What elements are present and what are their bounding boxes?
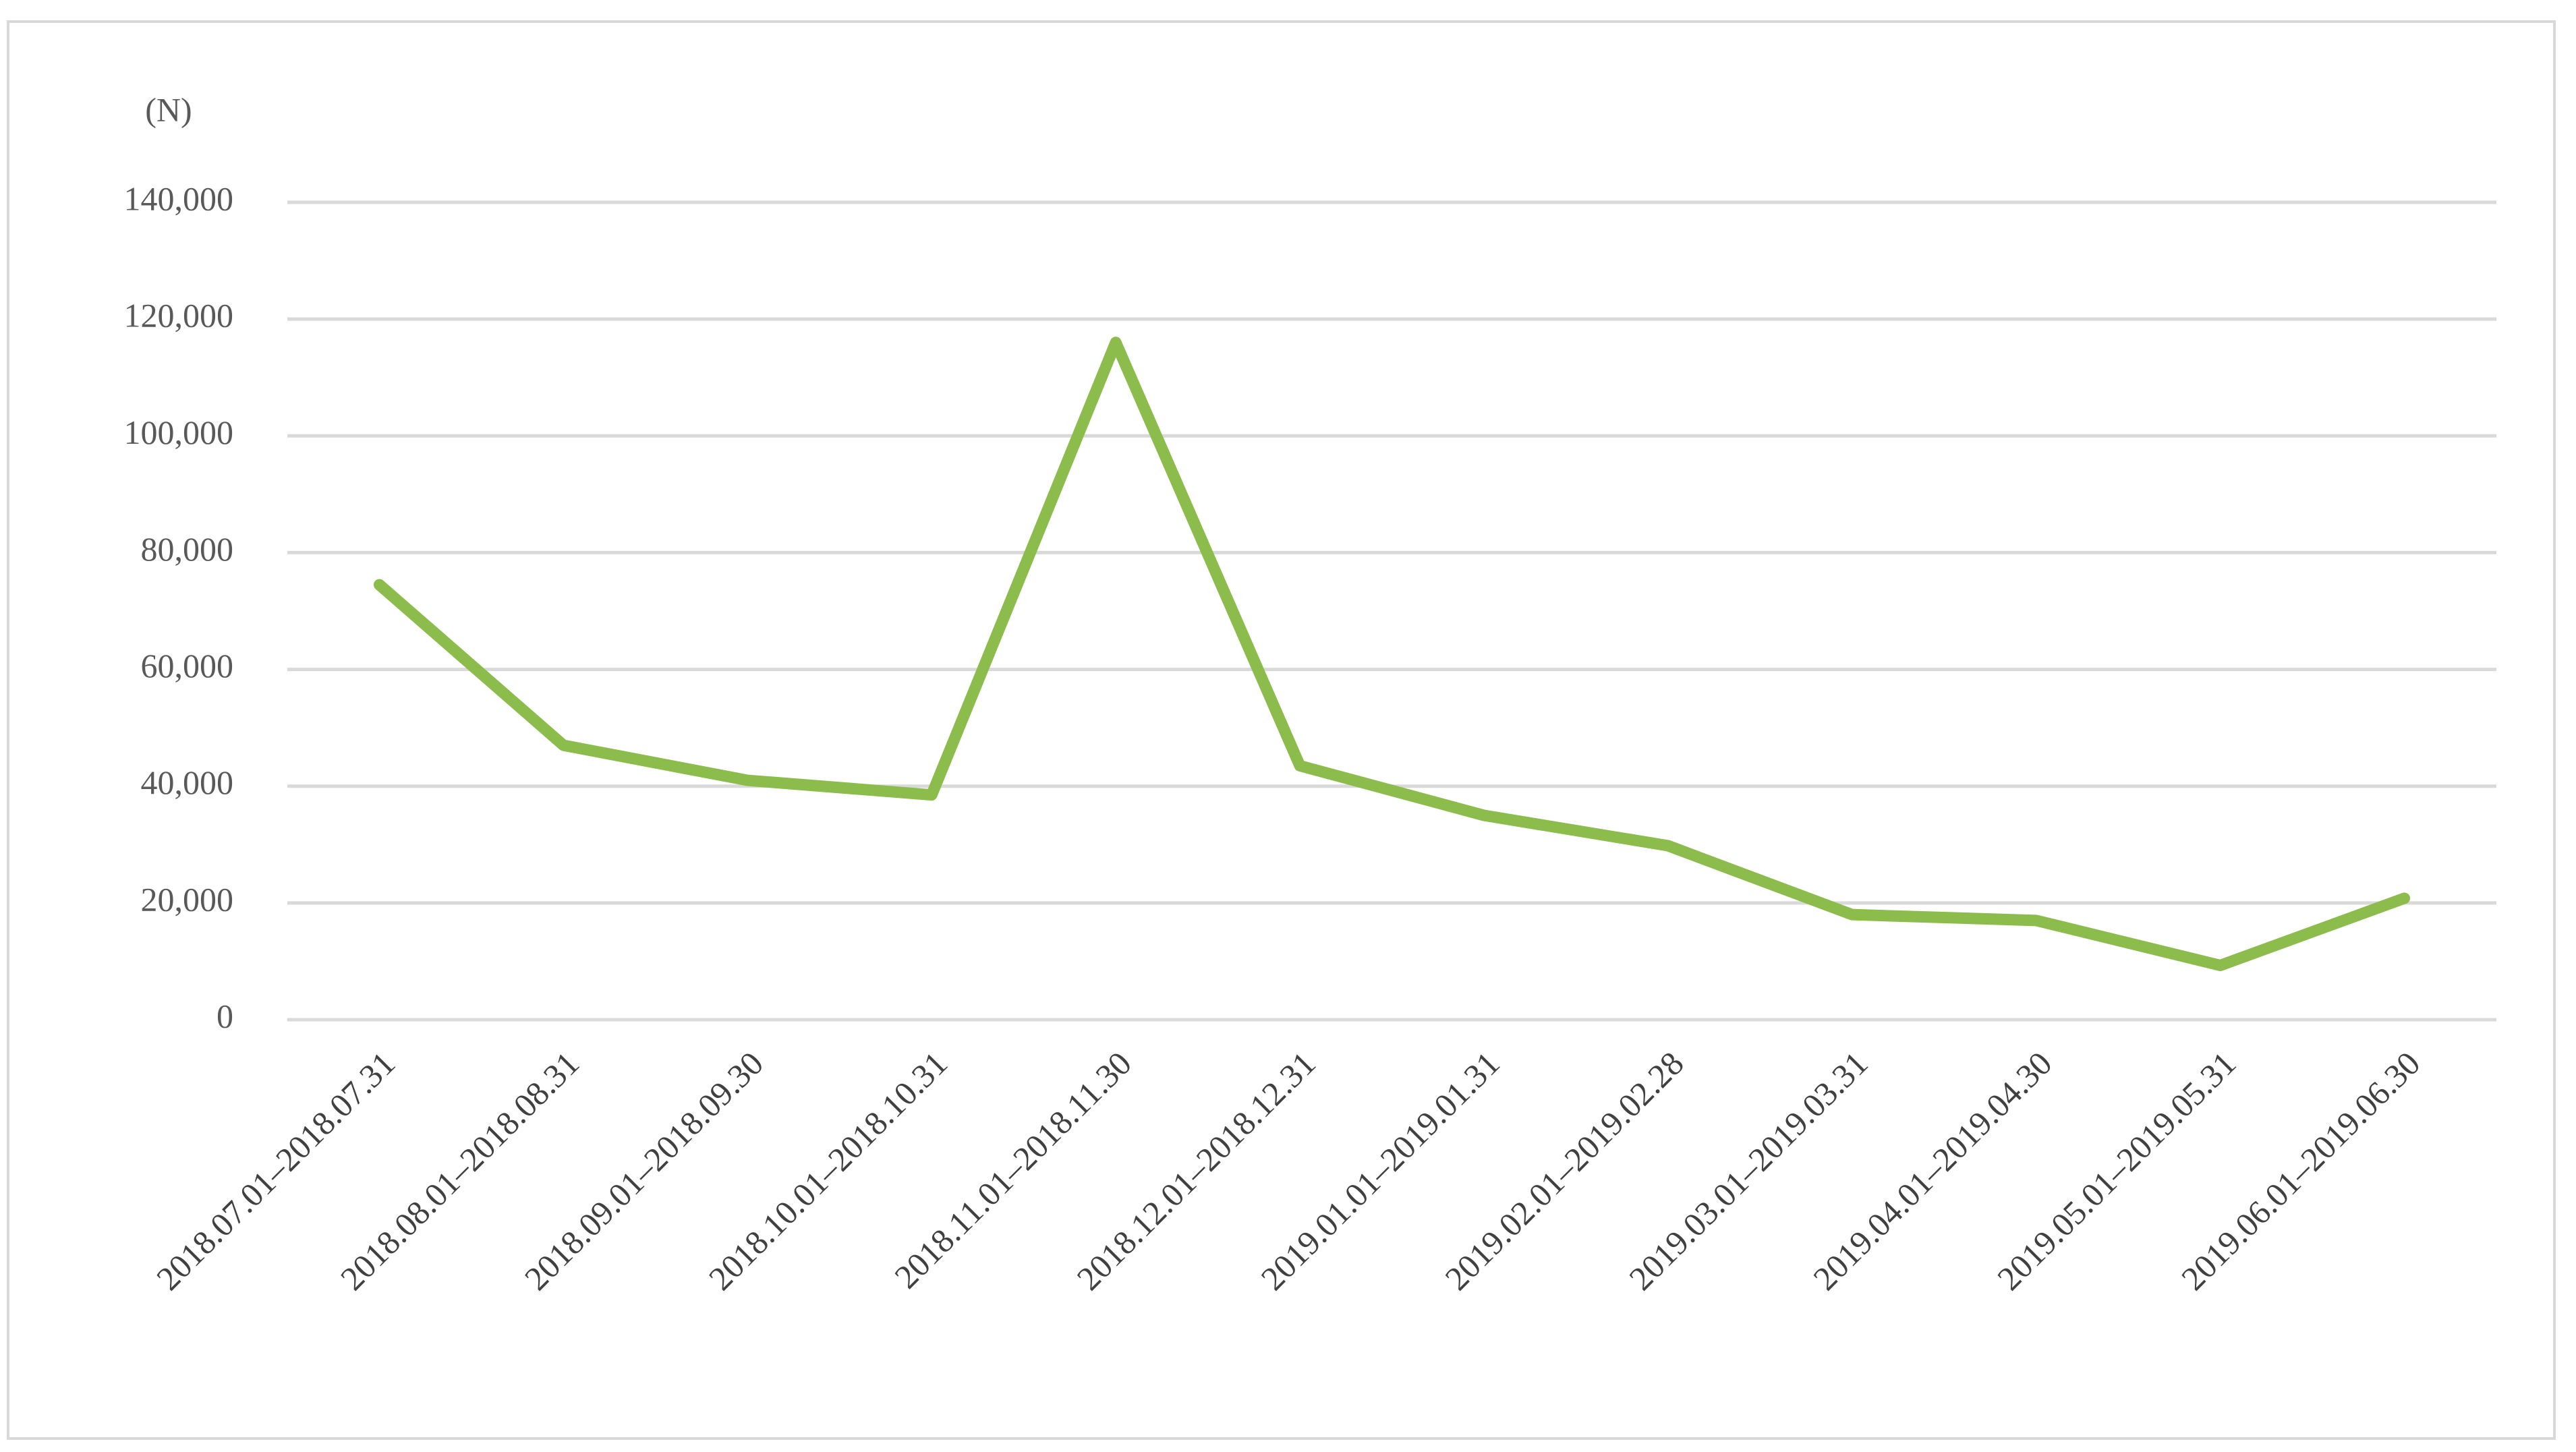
y-tick-label: 40,000: [141, 763, 234, 801]
y-axis-label: (N): [145, 90, 192, 128]
y-tick-label: 140,000: [124, 179, 234, 217]
data-line: [373, 337, 2411, 971]
y-tick-label: 60,000: [141, 647, 234, 685]
y-tick-label: 120,000: [124, 297, 234, 335]
y-tick-label: 100,000: [124, 413, 234, 451]
y-tick-label: 80,000: [141, 530, 234, 568]
y-tick-label: 20,000: [141, 880, 234, 918]
y-tick-label: 0: [217, 997, 233, 1035]
